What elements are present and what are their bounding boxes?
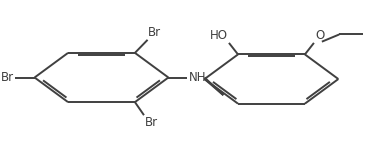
Text: NH: NH: [188, 71, 206, 84]
Text: Br: Br: [0, 71, 14, 84]
Text: Br: Br: [145, 116, 158, 129]
Text: O: O: [316, 29, 325, 42]
Text: Br: Br: [148, 26, 161, 39]
Text: HO: HO: [210, 29, 227, 42]
